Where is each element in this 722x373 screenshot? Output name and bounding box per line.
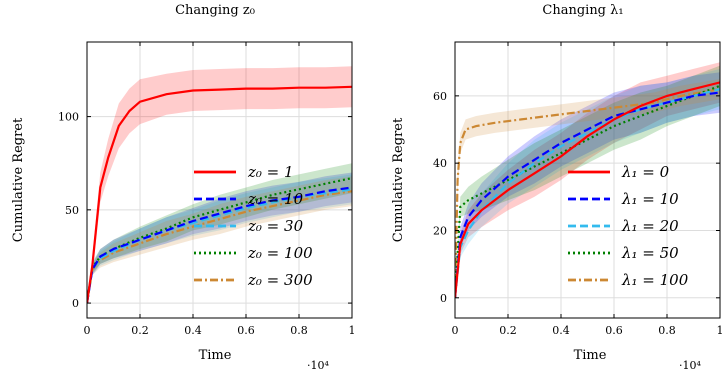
legend-label-3: z₀ = 30 (247, 217, 304, 235)
series-line-2 (87, 186, 352, 304)
x-tick-label: 1 (349, 324, 356, 337)
series-line-4 (87, 177, 352, 304)
x-axis-scale-note: ·10⁴ (679, 359, 701, 372)
x-axis-label: Time (574, 348, 607, 363)
series-band-1 (87, 66, 352, 304)
legend-label-3: λ₁ = 20 (621, 217, 679, 235)
series-band-3 (87, 174, 352, 304)
x-tick-label: 0.2 (131, 324, 149, 337)
chart-panel-1: 0 0.2 0.4 0.6 0.8 1 0 50 100 Changing z₀ Time ·10⁴ C… (11, 3, 356, 372)
x-axis-label: Time (199, 348, 232, 363)
x-tick-label: 0 (452, 324, 459, 337)
y-tick-label: 40 (433, 157, 447, 170)
legend-label-4: z₀ = 100 (247, 244, 313, 262)
x-tick-label: 0.8 (290, 324, 308, 337)
chart-panel-2: 0 0.2 0.4 0.6 0.8 1 0 20 40 60 Changing λ₁ Time ·10⁴… (391, 3, 722, 372)
x-tick-label: 0.6 (237, 324, 255, 337)
y-tick-label: 0 (72, 297, 79, 310)
series-line-4 (455, 84, 720, 298)
y-tick-label: 50 (65, 204, 79, 217)
series-band-1 (455, 62, 720, 298)
x-tick-label: 1 (717, 324, 722, 337)
x-tick-label: 0.2 (499, 324, 517, 337)
legend-label-5: λ₁ = 100 (621, 271, 689, 289)
y-tick-label: 100 (58, 111, 79, 124)
series-line-3 (455, 88, 720, 298)
series-line-5 (87, 190, 352, 304)
legend-label-5: z₀ = 300 (247, 271, 313, 289)
x-tick-label: 0.4 (184, 324, 202, 337)
series-line-1 (455, 81, 720, 298)
x-tick-label: 0.4 (552, 324, 570, 337)
x-tick-label: 0.6 (605, 324, 623, 337)
chart-title: Changing z₀ (175, 3, 255, 18)
y-axis-label: Cumulative Regret (11, 117, 26, 242)
legend-label-4: λ₁ = 50 (621, 244, 679, 262)
x-tick-label: 0 (84, 324, 91, 337)
legend-label-2: z₀ = 10 (247, 190, 304, 208)
series-band-2 (87, 172, 352, 304)
legend: z₀ = 1 z₀ = 10 z₀ = 30 z₀ = 100 z₀ = 300 (194, 163, 313, 289)
legend: λ₁ = 0 λ₁ = 10 λ₁ = 20 λ₁ = 50 λ₁ = 100 (568, 163, 689, 289)
series-band-5 (87, 176, 352, 304)
y-tick-label: 60 (433, 90, 447, 103)
chart-title: Changing λ₁ (542, 3, 623, 18)
x-tick-label: 0.8 (658, 324, 676, 337)
y-tick-label: 0 (440, 292, 447, 305)
plot-frame (86, 41, 353, 319)
legend-label-2: λ₁ = 10 (621, 190, 679, 208)
series-line-2 (455, 91, 720, 298)
plot-frame (454, 41, 721, 319)
series-band-5 (455, 79, 720, 298)
y-tick-label: 20 (433, 224, 447, 237)
series-band-3 (455, 68, 720, 298)
x-axis-scale-note: ·10⁴ (307, 359, 329, 372)
series-line-1 (87, 85, 352, 304)
legend-label-1: z₀ = 1 (247, 163, 294, 181)
y-axis-label: Cumulative Regret (391, 117, 406, 242)
legend-label-1: λ₁ = 0 (621, 163, 670, 181)
series-band-4 (455, 65, 720, 298)
